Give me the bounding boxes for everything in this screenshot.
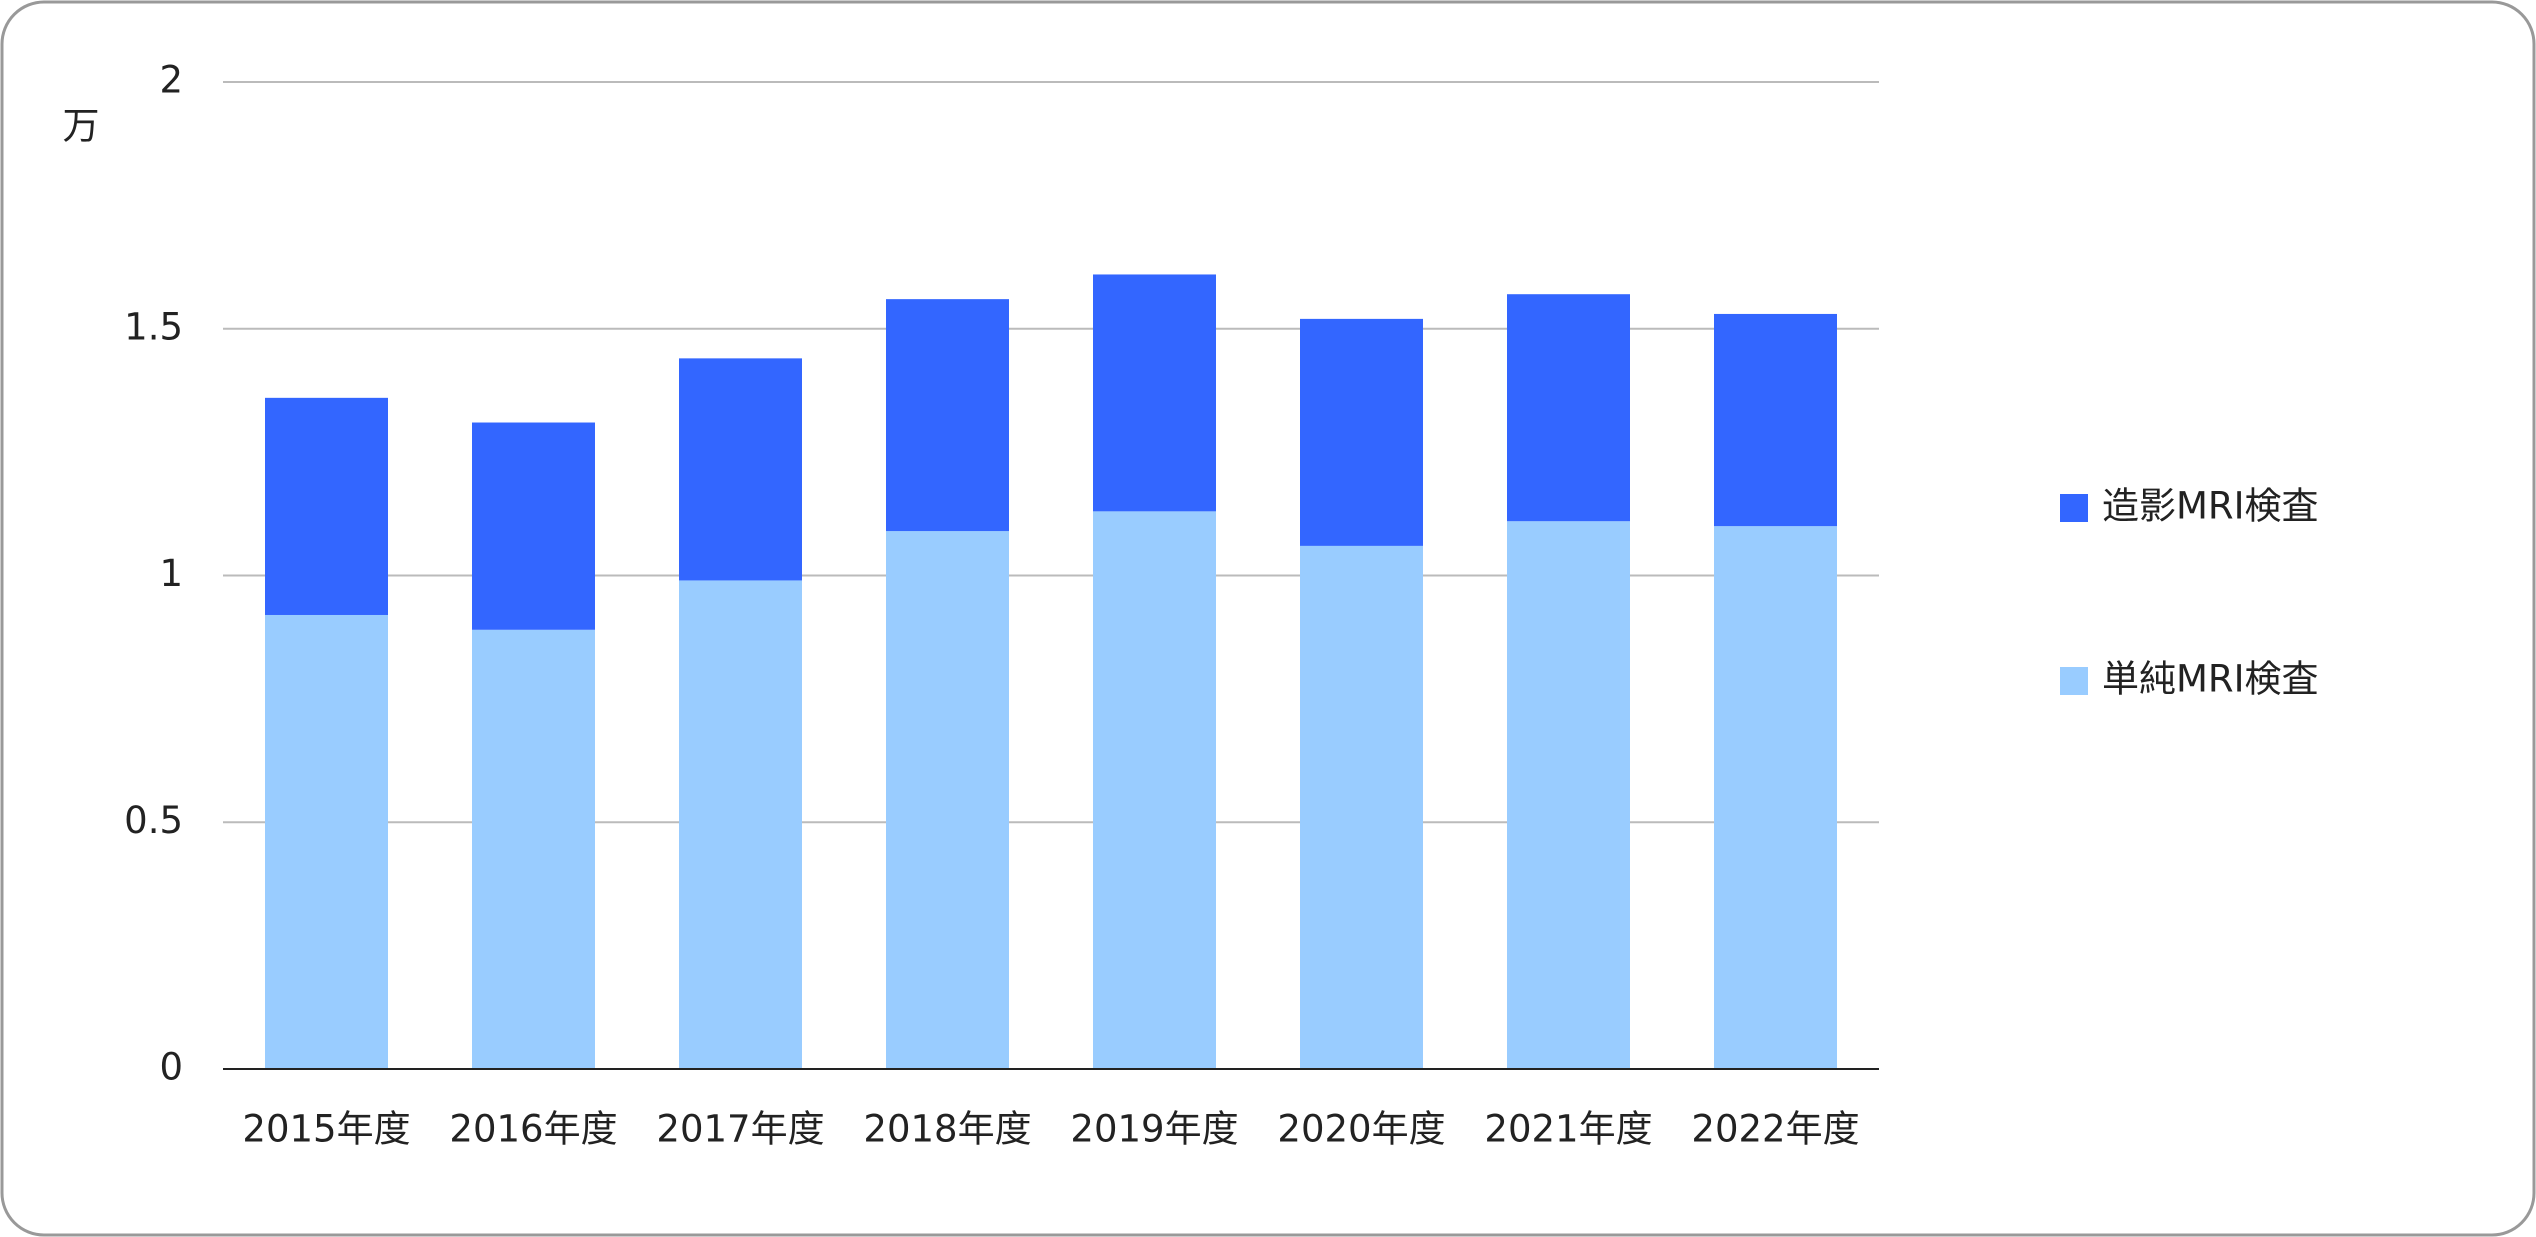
y-tick-label: 1 bbox=[159, 552, 183, 595]
bar-segment bbox=[679, 580, 802, 1069]
bar-segment bbox=[1300, 318, 1423, 546]
y-unit: 万 bbox=[63, 105, 100, 148]
bar-segment bbox=[1093, 274, 1216, 512]
y-tick-label: 0.5 bbox=[124, 799, 183, 842]
bar-segment bbox=[1093, 511, 1216, 1070]
bar-segment bbox=[1300, 545, 1423, 1069]
bar-segment bbox=[1507, 294, 1630, 522]
bar-segment bbox=[265, 614, 388, 1069]
legend-label: 単純MRI検査 bbox=[2102, 658, 2319, 701]
y-tick-label: 2 bbox=[159, 59, 183, 102]
x-tick-label: 2015年度 bbox=[242, 1108, 410, 1151]
bar-segment bbox=[1714, 313, 1837, 527]
bar-segment bbox=[679, 358, 802, 581]
x-tick-label: 2022年度 bbox=[1691, 1108, 1859, 1151]
bar-segment bbox=[886, 299, 1009, 532]
bar-segment bbox=[1507, 521, 1630, 1069]
legend-swatch bbox=[2060, 667, 2088, 695]
legend-label: 造影MRI検査 bbox=[2102, 485, 2319, 528]
bar-segment bbox=[472, 422, 595, 630]
x-tick-label: 2019年度 bbox=[1070, 1108, 1238, 1151]
x-tick-label: 2018年度 bbox=[863, 1108, 1031, 1151]
x-tick-label: 2021年度 bbox=[1484, 1108, 1652, 1151]
bar-segment bbox=[472, 629, 595, 1069]
y-tick-label: 1.5 bbox=[124, 305, 183, 348]
bar-segment bbox=[886, 531, 1009, 1069]
x-tick-label: 2016年度 bbox=[449, 1108, 617, 1151]
bar-segment bbox=[1714, 526, 1837, 1069]
y-tick-label: 0 bbox=[159, 1046, 183, 1089]
bar-segment bbox=[265, 397, 388, 615]
legend-swatch bbox=[2060, 494, 2088, 522]
x-tick-label: 2020年度 bbox=[1277, 1108, 1445, 1151]
x-tick-label: 2017年度 bbox=[656, 1108, 824, 1151]
